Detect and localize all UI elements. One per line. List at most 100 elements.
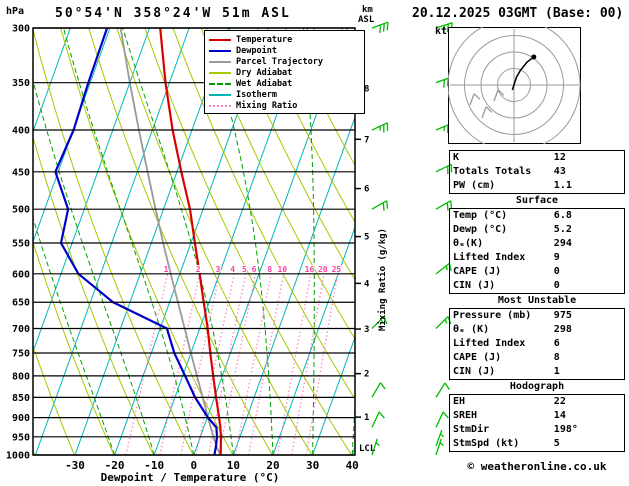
legend-line-sample bbox=[209, 93, 231, 96]
legend-item-label: Mixing Ratio bbox=[236, 100, 298, 111]
legend-item: Temperature bbox=[209, 34, 360, 45]
svg-text:30: 30 bbox=[306, 459, 319, 472]
svg-text:40: 40 bbox=[346, 459, 359, 472]
svg-text:550: 550 bbox=[12, 238, 30, 249]
table-row: Dewp (°C) 5.2 bbox=[450, 223, 624, 237]
svg-text:8: 8 bbox=[267, 265, 272, 274]
chart-legend: Temperature Dewpoint Parcel Trajectory Dry … bbox=[204, 30, 365, 114]
mixing-ratio-axis-label: Mixing Ratio (g/kg) bbox=[378, 228, 388, 332]
svg-text:400: 400 bbox=[12, 126, 30, 137]
legend-item: Isotherm bbox=[209, 89, 360, 100]
svg-text:hPa: hPa bbox=[6, 6, 24, 17]
table-row: Lifted Index 6 bbox=[450, 337, 624, 351]
table-row: SREH 14 bbox=[450, 409, 624, 423]
row-label: Lifted Index bbox=[453, 252, 526, 263]
svg-text:2: 2 bbox=[364, 370, 369, 380]
legend-line-sample bbox=[209, 71, 231, 74]
row-label: Temp (°C) bbox=[453, 210, 508, 221]
row-label: SREH bbox=[453, 410, 478, 421]
row-label: StmSpd (kt) bbox=[453, 438, 520, 449]
svg-text:7: 7 bbox=[364, 135, 369, 145]
row-value: 8 bbox=[553, 352, 560, 363]
row-label: StmDir bbox=[453, 424, 490, 435]
legend-line-sample bbox=[209, 60, 231, 63]
row-label: θₑ(K) bbox=[453, 238, 484, 249]
table-row: Temp (°C) 6.8 bbox=[450, 209, 624, 223]
svg-text:25: 25 bbox=[332, 265, 342, 274]
table-row: CIN (J) 1 bbox=[450, 365, 624, 379]
svg-text:4: 4 bbox=[364, 279, 370, 289]
svg-text:0: 0 bbox=[190, 459, 197, 472]
svg-text:5: 5 bbox=[242, 265, 247, 274]
row-label: CIN (J) bbox=[453, 280, 496, 291]
table-row: CAPE (J) 8 bbox=[450, 351, 624, 365]
svg-text:-10: -10 bbox=[144, 459, 164, 472]
table-group: Pressure (mb) 975 θₑ (K) 298 Lifted Index 6 CA… bbox=[449, 308, 625, 380]
legend-item-label: Isotherm bbox=[236, 89, 277, 100]
table-group: Temp (°C) 6.8 Dewp (°C) 5.2 θₑ(K) 294 Lifted I… bbox=[449, 208, 625, 294]
legend-item: Dewpoint bbox=[209, 45, 360, 56]
table-section-header: Hodograph bbox=[509, 381, 565, 392]
svg-text:20: 20 bbox=[318, 265, 328, 274]
table-section-header: Surface bbox=[515, 195, 559, 206]
svg-text:-20: -20 bbox=[105, 459, 125, 472]
row-label: PW (cm) bbox=[453, 180, 496, 191]
table-group: EH 22 SREH 14 StmDir 198° StmSpd (kt) 5 bbox=[449, 394, 625, 452]
svg-text:950: 950 bbox=[12, 432, 30, 443]
row-label: Pressure (mb) bbox=[453, 310, 532, 321]
legend-item: Mixing Ratio bbox=[209, 100, 360, 111]
table-row: Lifted Index 9 bbox=[450, 251, 624, 265]
svg-text:700: 700 bbox=[12, 324, 30, 335]
svg-text:4: 4 bbox=[230, 265, 235, 274]
row-label: CIN (J) bbox=[453, 366, 496, 377]
svg-text:600: 600 bbox=[12, 269, 30, 280]
svg-text:1: 1 bbox=[164, 265, 169, 274]
row-value: 22 bbox=[553, 396, 566, 407]
legend-item-label: Dry Adiabat bbox=[236, 67, 293, 78]
svg-text:850: 850 bbox=[12, 393, 30, 404]
svg-text:500: 500 bbox=[12, 205, 30, 216]
hodograph bbox=[448, 27, 581, 144]
row-value: 9 bbox=[553, 252, 560, 263]
svg-text:6: 6 bbox=[364, 185, 369, 195]
legend-line-sample bbox=[209, 49, 231, 52]
table-row: EH 22 bbox=[450, 395, 624, 409]
row-value: 6 bbox=[553, 338, 560, 349]
row-value: 975 bbox=[553, 310, 572, 321]
svg-text:800: 800 bbox=[12, 371, 30, 382]
svg-text:350: 350 bbox=[12, 78, 30, 89]
svg-text:300: 300 bbox=[12, 24, 30, 35]
svg-text:-30: -30 bbox=[65, 459, 85, 472]
svg-text:900: 900 bbox=[12, 413, 30, 424]
table-section-header: Most Unstable bbox=[497, 295, 577, 306]
svg-text:3: 3 bbox=[216, 265, 221, 274]
indices-table: K 12 Totals Totals 43 PW (cm) 1.1 Surface Temp … bbox=[449, 150, 625, 452]
legend-line-sample bbox=[209, 104, 231, 107]
row-value: 6.8 bbox=[553, 210, 572, 221]
row-value: 198° bbox=[553, 424, 578, 435]
svg-text:2: 2 bbox=[196, 265, 201, 274]
row-value: 14 bbox=[553, 410, 566, 421]
svg-text:3: 3 bbox=[364, 325, 369, 335]
row-label: Dewp (°C) bbox=[453, 224, 508, 235]
svg-text:8: 8 bbox=[364, 85, 369, 95]
row-value: 5 bbox=[553, 438, 560, 449]
legend-item-label: Temperature bbox=[236, 34, 293, 45]
svg-text:10: 10 bbox=[227, 459, 240, 472]
table-row: CIN (J) 0 bbox=[450, 279, 624, 293]
row-label: Lifted Index bbox=[453, 338, 526, 349]
table-row: PW (cm) 1.1 bbox=[450, 179, 624, 193]
row-label: θₑ (K) bbox=[453, 324, 490, 335]
copyright-text: © weatheronline.co.uk bbox=[467, 460, 607, 473]
svg-text:5: 5 bbox=[364, 233, 369, 243]
table-group: K 12 Totals Totals 43 PW (cm) 1.1 bbox=[449, 150, 625, 194]
row-value: 12 bbox=[553, 152, 566, 163]
row-label: EH bbox=[453, 396, 466, 407]
svg-text:20: 20 bbox=[266, 459, 279, 472]
svg-text:LCL: LCL bbox=[359, 444, 376, 454]
row-value: 298 bbox=[553, 324, 572, 335]
table-row: θₑ (K) 298 bbox=[450, 323, 624, 337]
table-row: StmDir 198° bbox=[450, 423, 624, 437]
svg-text:6: 6 bbox=[252, 265, 257, 274]
